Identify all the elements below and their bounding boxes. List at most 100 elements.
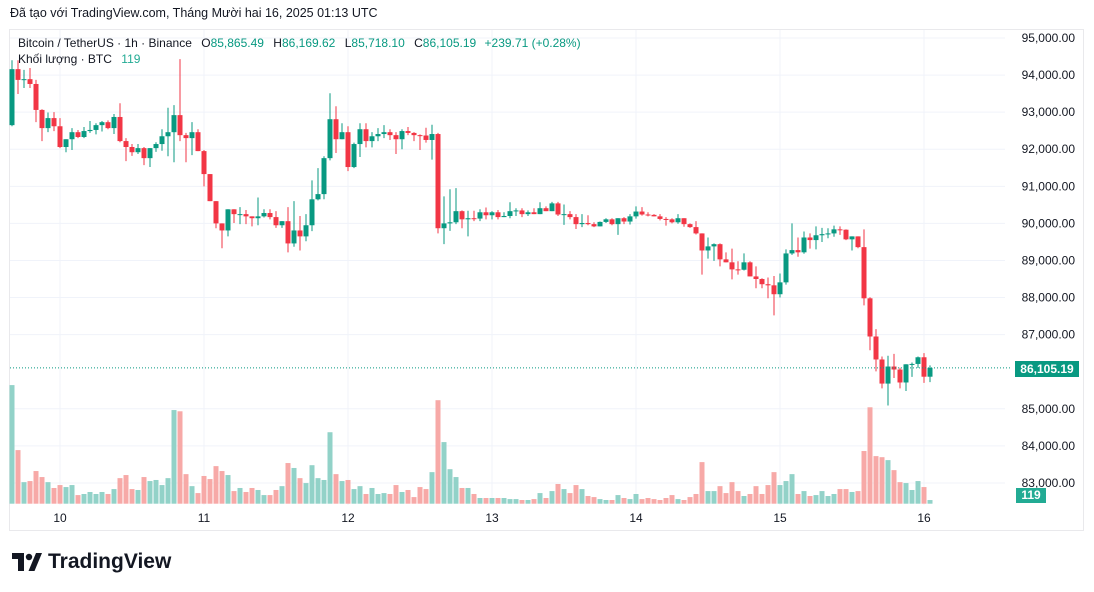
volume-bar <box>231 491 237 504</box>
candle-body <box>585 223 591 225</box>
volume-bar <box>915 481 921 504</box>
candle-body <box>849 236 855 240</box>
volume-bar <box>675 499 681 504</box>
volume-bar <box>183 474 189 504</box>
candles <box>9 59 933 406</box>
candle-body <box>225 209 231 231</box>
candle-body <box>627 216 633 222</box>
volume-bar <box>627 499 633 504</box>
candle-body <box>315 194 321 200</box>
open-label: O <box>201 36 211 50</box>
candle-body <box>423 135 429 140</box>
volume-bar <box>885 460 891 504</box>
volume-bar <box>759 493 765 504</box>
volume-bar <box>9 385 15 504</box>
volume-bar <box>741 495 747 504</box>
y-tick-label: 85,000.00 <box>1022 402 1076 416</box>
volume-bar <box>687 497 693 504</box>
candle-body <box>759 279 765 285</box>
candle-body <box>165 132 171 137</box>
candle-body <box>555 203 561 215</box>
volume-bar <box>237 487 243 504</box>
volume-bar <box>747 493 753 504</box>
candle-body <box>141 148 147 159</box>
candle-body <box>597 221 603 227</box>
x-tick-label: 13 <box>485 511 499 525</box>
candle-body <box>327 119 333 159</box>
volume-bar <box>87 491 93 504</box>
y-tick-label: 94,000.00 <box>1022 68 1076 82</box>
candle-body <box>147 148 153 159</box>
volume-bar <box>321 479 327 504</box>
volume-bar <box>69 485 75 504</box>
candle-body <box>39 109 45 129</box>
symbol-title[interactable]: Bitcoin / TetherUS · 1h · Binance <box>18 36 192 50</box>
candle-body <box>27 79 33 84</box>
candle-body <box>765 284 771 286</box>
volume-bar <box>441 442 447 504</box>
volume-bar <box>111 489 117 504</box>
candle-body <box>747 262 753 277</box>
candle-body <box>465 218 471 220</box>
last-price-label: 86,105.19 <box>1015 361 1079 377</box>
candle-body <box>363 129 369 142</box>
y-tick-label: 87,000.00 <box>1022 328 1076 342</box>
candle-body <box>567 214 573 218</box>
candle-body <box>279 221 285 226</box>
candle-body <box>825 233 831 235</box>
volume-bar <box>381 493 387 504</box>
candle-body <box>819 234 825 236</box>
volume-bar <box>507 499 513 504</box>
volume-bar <box>681 500 687 504</box>
volume-bar <box>39 477 45 504</box>
volume-bar <box>339 481 345 504</box>
logo-text: TradingView <box>48 550 172 573</box>
volume-bar <box>699 462 705 504</box>
price-axis: 95,000.00 94,000.00 93,000.00 92,000.00 91,0… <box>1022 31 1076 490</box>
volume-bar <box>519 500 525 504</box>
volume-bar <box>909 489 915 504</box>
candle-body <box>75 132 81 138</box>
volume-bar <box>165 478 171 504</box>
volume-bar <box>801 491 807 504</box>
volume-bar <box>459 487 465 504</box>
candle-body <box>813 235 819 241</box>
candle-body <box>897 369 903 383</box>
candle-body <box>81 131 87 138</box>
volume-bar <box>837 489 843 504</box>
tradingview-logo[interactable]: TradingView <box>12 550 171 574</box>
candle-body <box>9 69 15 126</box>
candle-body <box>861 247 867 299</box>
volume-bar <box>33 471 39 504</box>
candle-body <box>405 131 411 133</box>
volume-bar <box>861 451 867 504</box>
candle-body <box>603 219 609 222</box>
volume-bar <box>477 498 483 504</box>
candle-body <box>843 229 849 240</box>
volume-bar <box>657 500 663 504</box>
tradingview-logo-icon <box>12 553 42 571</box>
candle-body <box>687 224 693 228</box>
candle-body <box>33 83 39 110</box>
candle-body <box>615 218 621 225</box>
x-tick-label: 14 <box>629 511 643 525</box>
candle-body <box>753 276 759 280</box>
volume-bar <box>75 495 81 504</box>
volume-bar <box>501 498 507 504</box>
candle-body <box>111 116 117 129</box>
volume-bar <box>27 481 33 504</box>
candle-body <box>129 147 135 153</box>
candle-body <box>771 285 777 295</box>
time-axis: 10 11 12 13 14 15 16 <box>53 511 931 525</box>
candle-body <box>501 215 507 218</box>
volume-title[interactable]: Khối lượng · BTC <box>18 52 112 66</box>
y-tick-label: 88,000.00 <box>1022 291 1076 305</box>
volume-bar <box>351 489 357 504</box>
x-tick-label: 15 <box>773 511 787 525</box>
volume-bar <box>423 489 429 504</box>
y-tick-label: 93,000.00 <box>1022 105 1076 119</box>
high-label: H <box>273 36 282 50</box>
volume-bar <box>705 491 711 504</box>
candle-body <box>105 122 111 129</box>
